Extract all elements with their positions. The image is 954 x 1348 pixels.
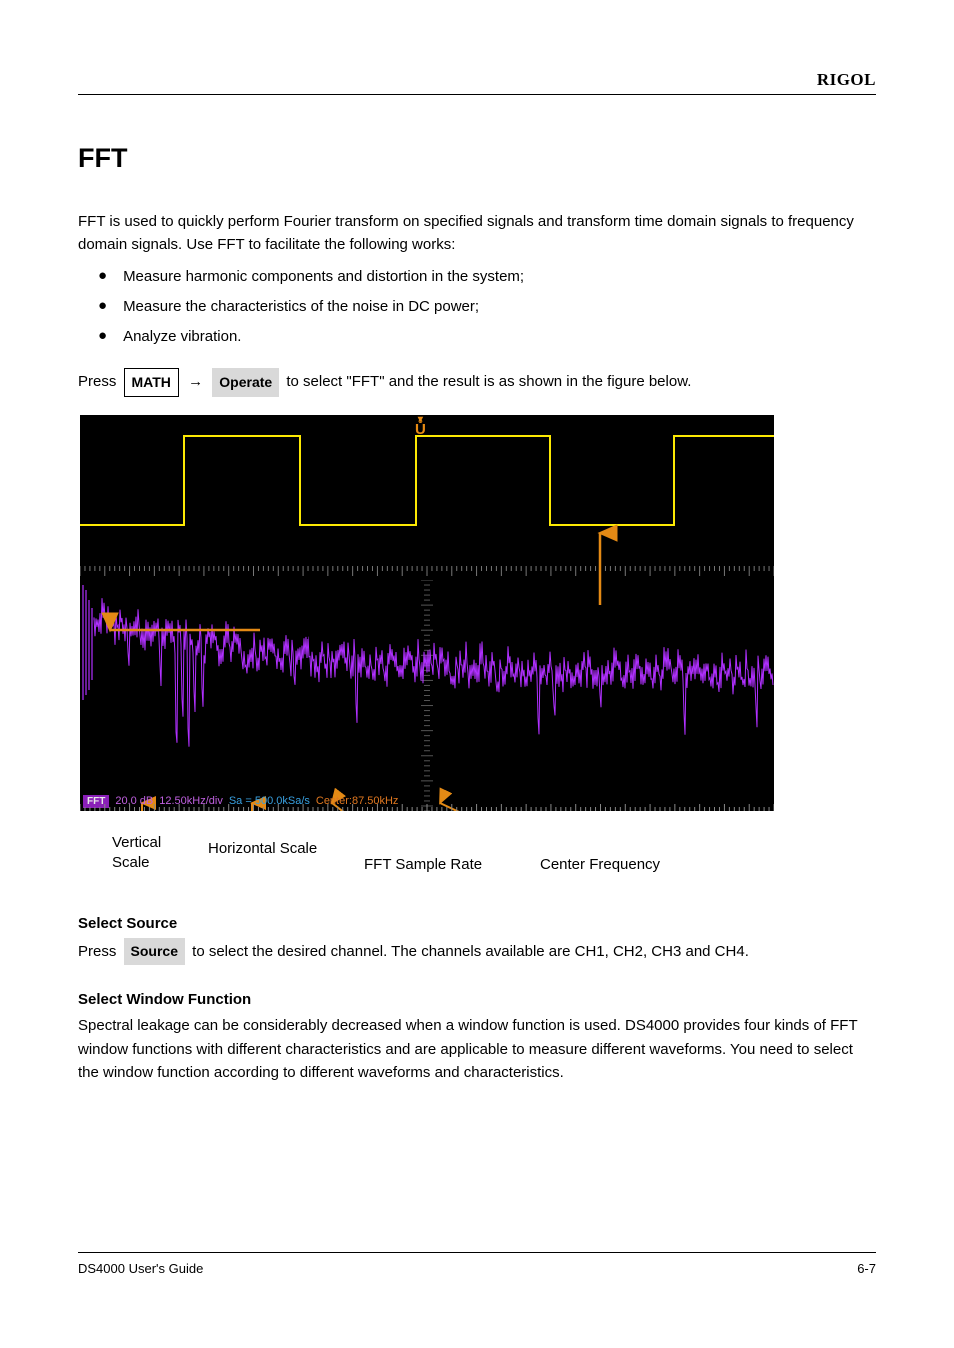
footer-left: DS4000 User's Guide xyxy=(78,1261,203,1276)
brand-text: RIGOL xyxy=(817,70,876,90)
window-paragraph: Spectral leakage can be considerably dec… xyxy=(78,1014,876,1084)
section-heading-window: Select Window Function xyxy=(78,991,876,1008)
bullet-list: ● Measure harmonic components and distor… xyxy=(98,265,876,349)
footer-right: 6-7 xyxy=(857,1261,876,1276)
label-center-freq: Center Frequency xyxy=(540,855,720,875)
page-footer: DS4000 User's Guide 6-7 xyxy=(78,1252,876,1276)
label-fft-result: FFT operation results xyxy=(266,622,466,642)
section-heading-source: Select Source xyxy=(78,915,876,932)
press-suffix: to select "FFT" and the result is as sho… xyxy=(286,373,691,390)
source-paragraph: Press Source to select the desired chann… xyxy=(78,938,876,966)
label-vscale: Vertical Scale xyxy=(112,833,192,874)
bullet-text: Measure the characteristics of the noise… xyxy=(123,295,479,318)
bullet-icon: ● xyxy=(98,325,107,348)
press-prefix: Press xyxy=(78,373,121,390)
bullet-icon: ● xyxy=(98,295,107,318)
operate-button: Operate xyxy=(212,368,279,396)
list-item: ● Analyze vibration. xyxy=(98,325,876,348)
label-signal-before: Signal before FFT operation xyxy=(610,595,790,636)
instruction-line: Press MATH → Operate to select "FFT" and… xyxy=(78,368,876,396)
source-button: Source xyxy=(124,938,185,966)
page-header: RIGOL xyxy=(78,70,876,95)
label-hscale: Horizontal Scale xyxy=(208,839,318,859)
bullet-text: Measure harmonic components and distorti… xyxy=(123,265,524,288)
bullet-icon: ● xyxy=(98,265,107,288)
math-button: MATH xyxy=(124,368,179,396)
arrow-icon: → xyxy=(188,373,203,390)
bullet-text: Analyze vibration. xyxy=(123,325,241,348)
page-title: FFT xyxy=(78,143,876,174)
list-item: ● Measure the characteristics of the noi… xyxy=(98,295,876,318)
intro-paragraph: FFT is used to quickly perform Fourier t… xyxy=(78,210,876,257)
bottom-ticks xyxy=(80,803,774,811)
list-item: ● Measure harmonic components and distor… xyxy=(98,265,876,288)
label-sa-rate: FFT Sample Rate xyxy=(364,855,524,875)
